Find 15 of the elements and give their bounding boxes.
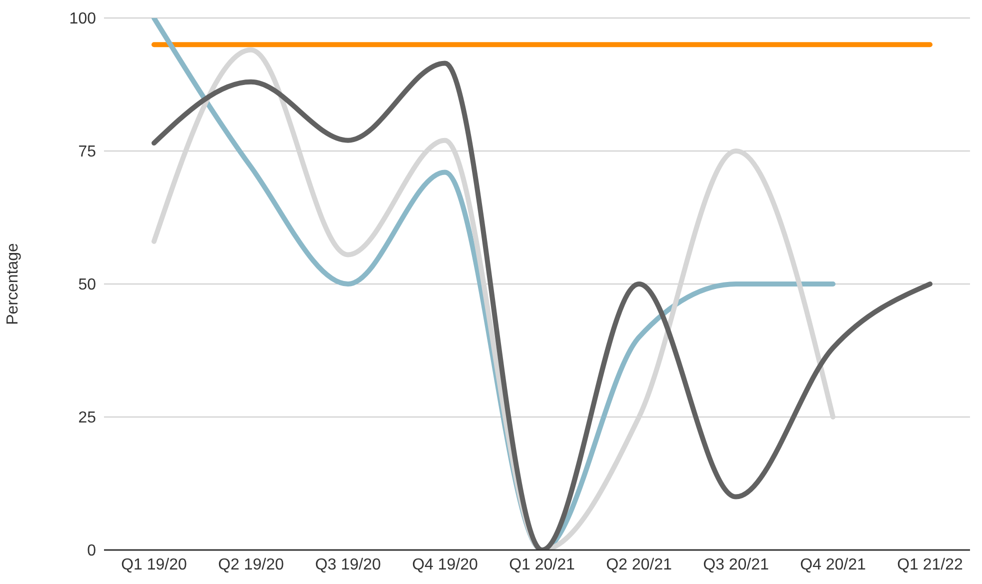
x-tick-label: Q2 20/21: [606, 556, 672, 574]
y-tick-label: 25: [78, 410, 96, 427]
y-tick-label: 50: [78, 276, 96, 294]
x-tick-label: Q3 19/20: [315, 556, 382, 574]
x-tick-label: Q4 20/21: [800, 556, 866, 574]
y-tick-label: 0: [87, 542, 96, 560]
x-tick-label: Q1 21/22: [897, 556, 964, 574]
x-tick-label: Q1 20/21: [509, 556, 576, 574]
x-tick-label: Q4 19/20: [412, 556, 478, 574]
y-axis-title: Percentage: [4, 242, 22, 325]
x-tick-label: Q1 19/20: [121, 556, 188, 574]
y-tick-label: 100: [69, 10, 96, 28]
y-tick-label: 75: [78, 144, 96, 161]
x-tick-label: Q3 20/21: [703, 556, 770, 574]
x-tick-label: Q2 19/20: [218, 556, 284, 574]
